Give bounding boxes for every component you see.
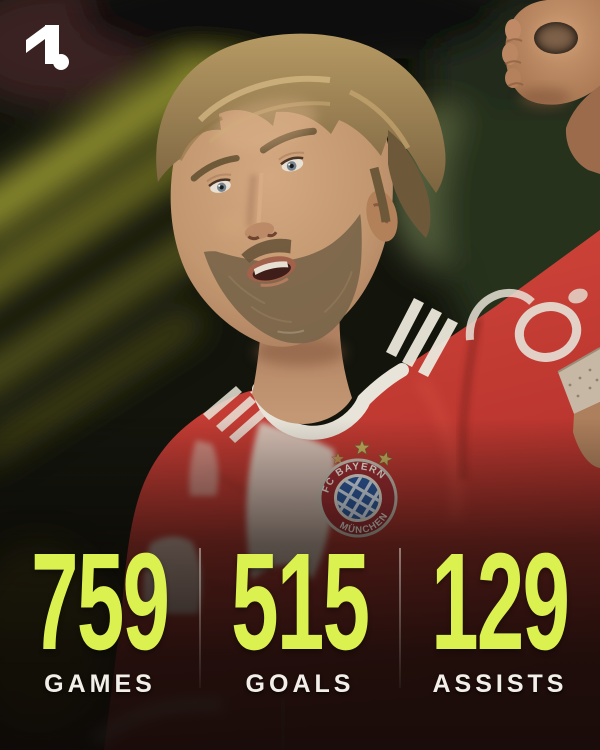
onefootball-logo-icon (26, 25, 69, 70)
stats-bar: 759 GAMES 515 GOALS 129 ASSISTS (0, 525, 600, 714)
stat-assists-label: ASSISTS (432, 670, 568, 699)
right-eye (278, 151, 305, 172)
stat-goals-value: 515 (231, 525, 370, 679)
raised-fist (502, 0, 600, 174)
stat-games: 759 GAMES (0, 525, 200, 699)
left-eye (206, 173, 232, 193)
adidas-stripes-right (386, 298, 458, 377)
stat-divider (198, 548, 201, 688)
mouth (246, 256, 296, 287)
mustache (241, 238, 292, 263)
stat-assists-value: 129 (431, 525, 570, 679)
nose (244, 172, 278, 241)
stat-games-value: 759 (31, 525, 170, 679)
left-eyebrow (190, 154, 240, 182)
stat-goals-label: GOALS (245, 670, 355, 699)
stat-games-label: GAMES (44, 670, 156, 699)
stat-assists: 129 ASSISTS (400, 525, 600, 699)
facial-features (190, 98, 362, 344)
stat-divider (398, 548, 401, 688)
onefootball-logo (22, 22, 70, 72)
sleeve-patch (465, 288, 588, 362)
bottom-gradient (0, 418, 600, 750)
beard (203, 213, 362, 344)
stat-goals: 515 GOALS (200, 525, 400, 699)
